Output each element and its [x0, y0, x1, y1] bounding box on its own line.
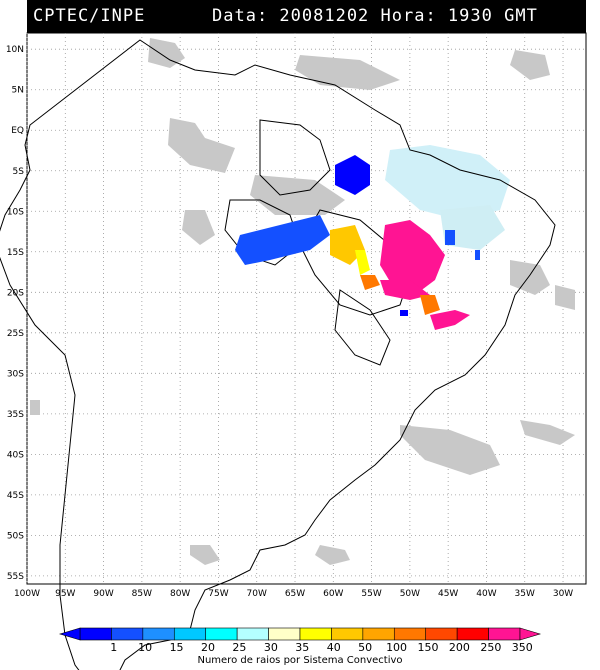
lat-label: 15S	[7, 248, 24, 258]
longitude-labels: 100W 95W 90W 85W 80W 75W 70W 65W 60W 55W 50W 45W 40W…	[14, 589, 573, 599]
colorbar-label: 35	[295, 641, 310, 654]
colorbar-cell	[142, 627, 175, 641]
colorbar-right-arrow	[519, 627, 542, 641]
colorbar-label: 100	[386, 641, 408, 654]
lon-label: 65W	[285, 589, 305, 599]
colorbar-label: 15	[169, 641, 184, 654]
colorbar-label: 40	[326, 641, 341, 654]
lat-label: 25S	[7, 329, 24, 339]
lat-label: 55S	[7, 572, 24, 582]
date-time-label: Data: 20081202 Hora: 1930 GMT	[212, 6, 538, 26]
lat-label: 45S	[7, 491, 24, 501]
lon-label: 85W	[132, 589, 152, 599]
colorbar-cell	[268, 627, 301, 641]
lon-label: 95W	[55, 589, 75, 599]
lon-label: 75W	[208, 589, 228, 599]
colorbar-cell	[331, 627, 364, 641]
colorbar-cell	[111, 627, 144, 641]
map-frame	[26, 32, 587, 585]
lon-label: 100W	[14, 589, 40, 599]
lat-label: 40S	[7, 450, 24, 460]
lat-label: 5S	[13, 167, 25, 177]
latitude-labels: 10N 5N EQ 5S 10S 15S 20S 25S 30S 35S 40S 45S 50S 55S	[6, 45, 24, 582]
colorbar-label: 200	[448, 641, 470, 654]
colorbar-cell	[488, 627, 521, 641]
lat-label: 30S	[7, 369, 24, 379]
lat-label: 5N	[12, 86, 24, 96]
lat-label: 20S	[7, 288, 24, 298]
colorbar-label: 250	[480, 641, 502, 654]
source-label: CPTEC/INPE	[33, 6, 146, 26]
colorbar-cell	[173, 627, 207, 641]
colorbar-cell	[393, 627, 427, 641]
header-bar: CPTEC/INPE Data: 20081202 Hora: 1930 GMT	[27, 0, 586, 33]
lon-label: 90W	[93, 589, 113, 599]
colorbar-label: 350	[511, 641, 533, 654]
colorbar-label: 1	[110, 641, 118, 654]
lat-label: 50S	[7, 531, 24, 541]
colorbar-cell	[236, 627, 269, 641]
lon-label: 35W	[515, 589, 535, 599]
cloud-areas	[30, 38, 575, 565]
colorbar-cell	[456, 627, 489, 641]
colorbar-cell	[79, 627, 112, 641]
colorbar-label: 150	[417, 641, 439, 654]
colorbar-label: 10	[138, 641, 153, 654]
colorbar-cell	[362, 627, 395, 641]
lon-label: 60W	[323, 589, 343, 599]
coastlines	[0, 39, 556, 670]
lon-label: 70W	[247, 589, 267, 599]
lon-label: 80W	[170, 589, 190, 599]
colorbar-cell	[205, 627, 238, 641]
lon-label: 45W	[438, 589, 458, 599]
colorbar-left-arrow	[58, 627, 81, 641]
lat-label: EQ	[11, 126, 24, 136]
colorbar-label: 50	[358, 641, 373, 654]
lat-label: 35S	[7, 410, 24, 420]
lat-label: 10N	[6, 45, 24, 55]
lon-label: 40W	[476, 589, 496, 599]
colorbar-label: 25	[232, 641, 247, 654]
lat-label: 10S	[7, 207, 24, 217]
lon-label: 30W	[553, 589, 573, 599]
colorbar-label: 20	[201, 641, 215, 654]
colorbar-title: Numero de raios por Sistema Convectivo	[197, 655, 403, 666]
colorbar-label: 30	[263, 641, 278, 654]
lon-label: 50W	[400, 589, 420, 599]
colorbar-cell	[425, 627, 458, 641]
lon-label: 55W	[361, 589, 381, 599]
colorbar-cell	[299, 627, 332, 641]
convective-systems	[235, 155, 480, 330]
